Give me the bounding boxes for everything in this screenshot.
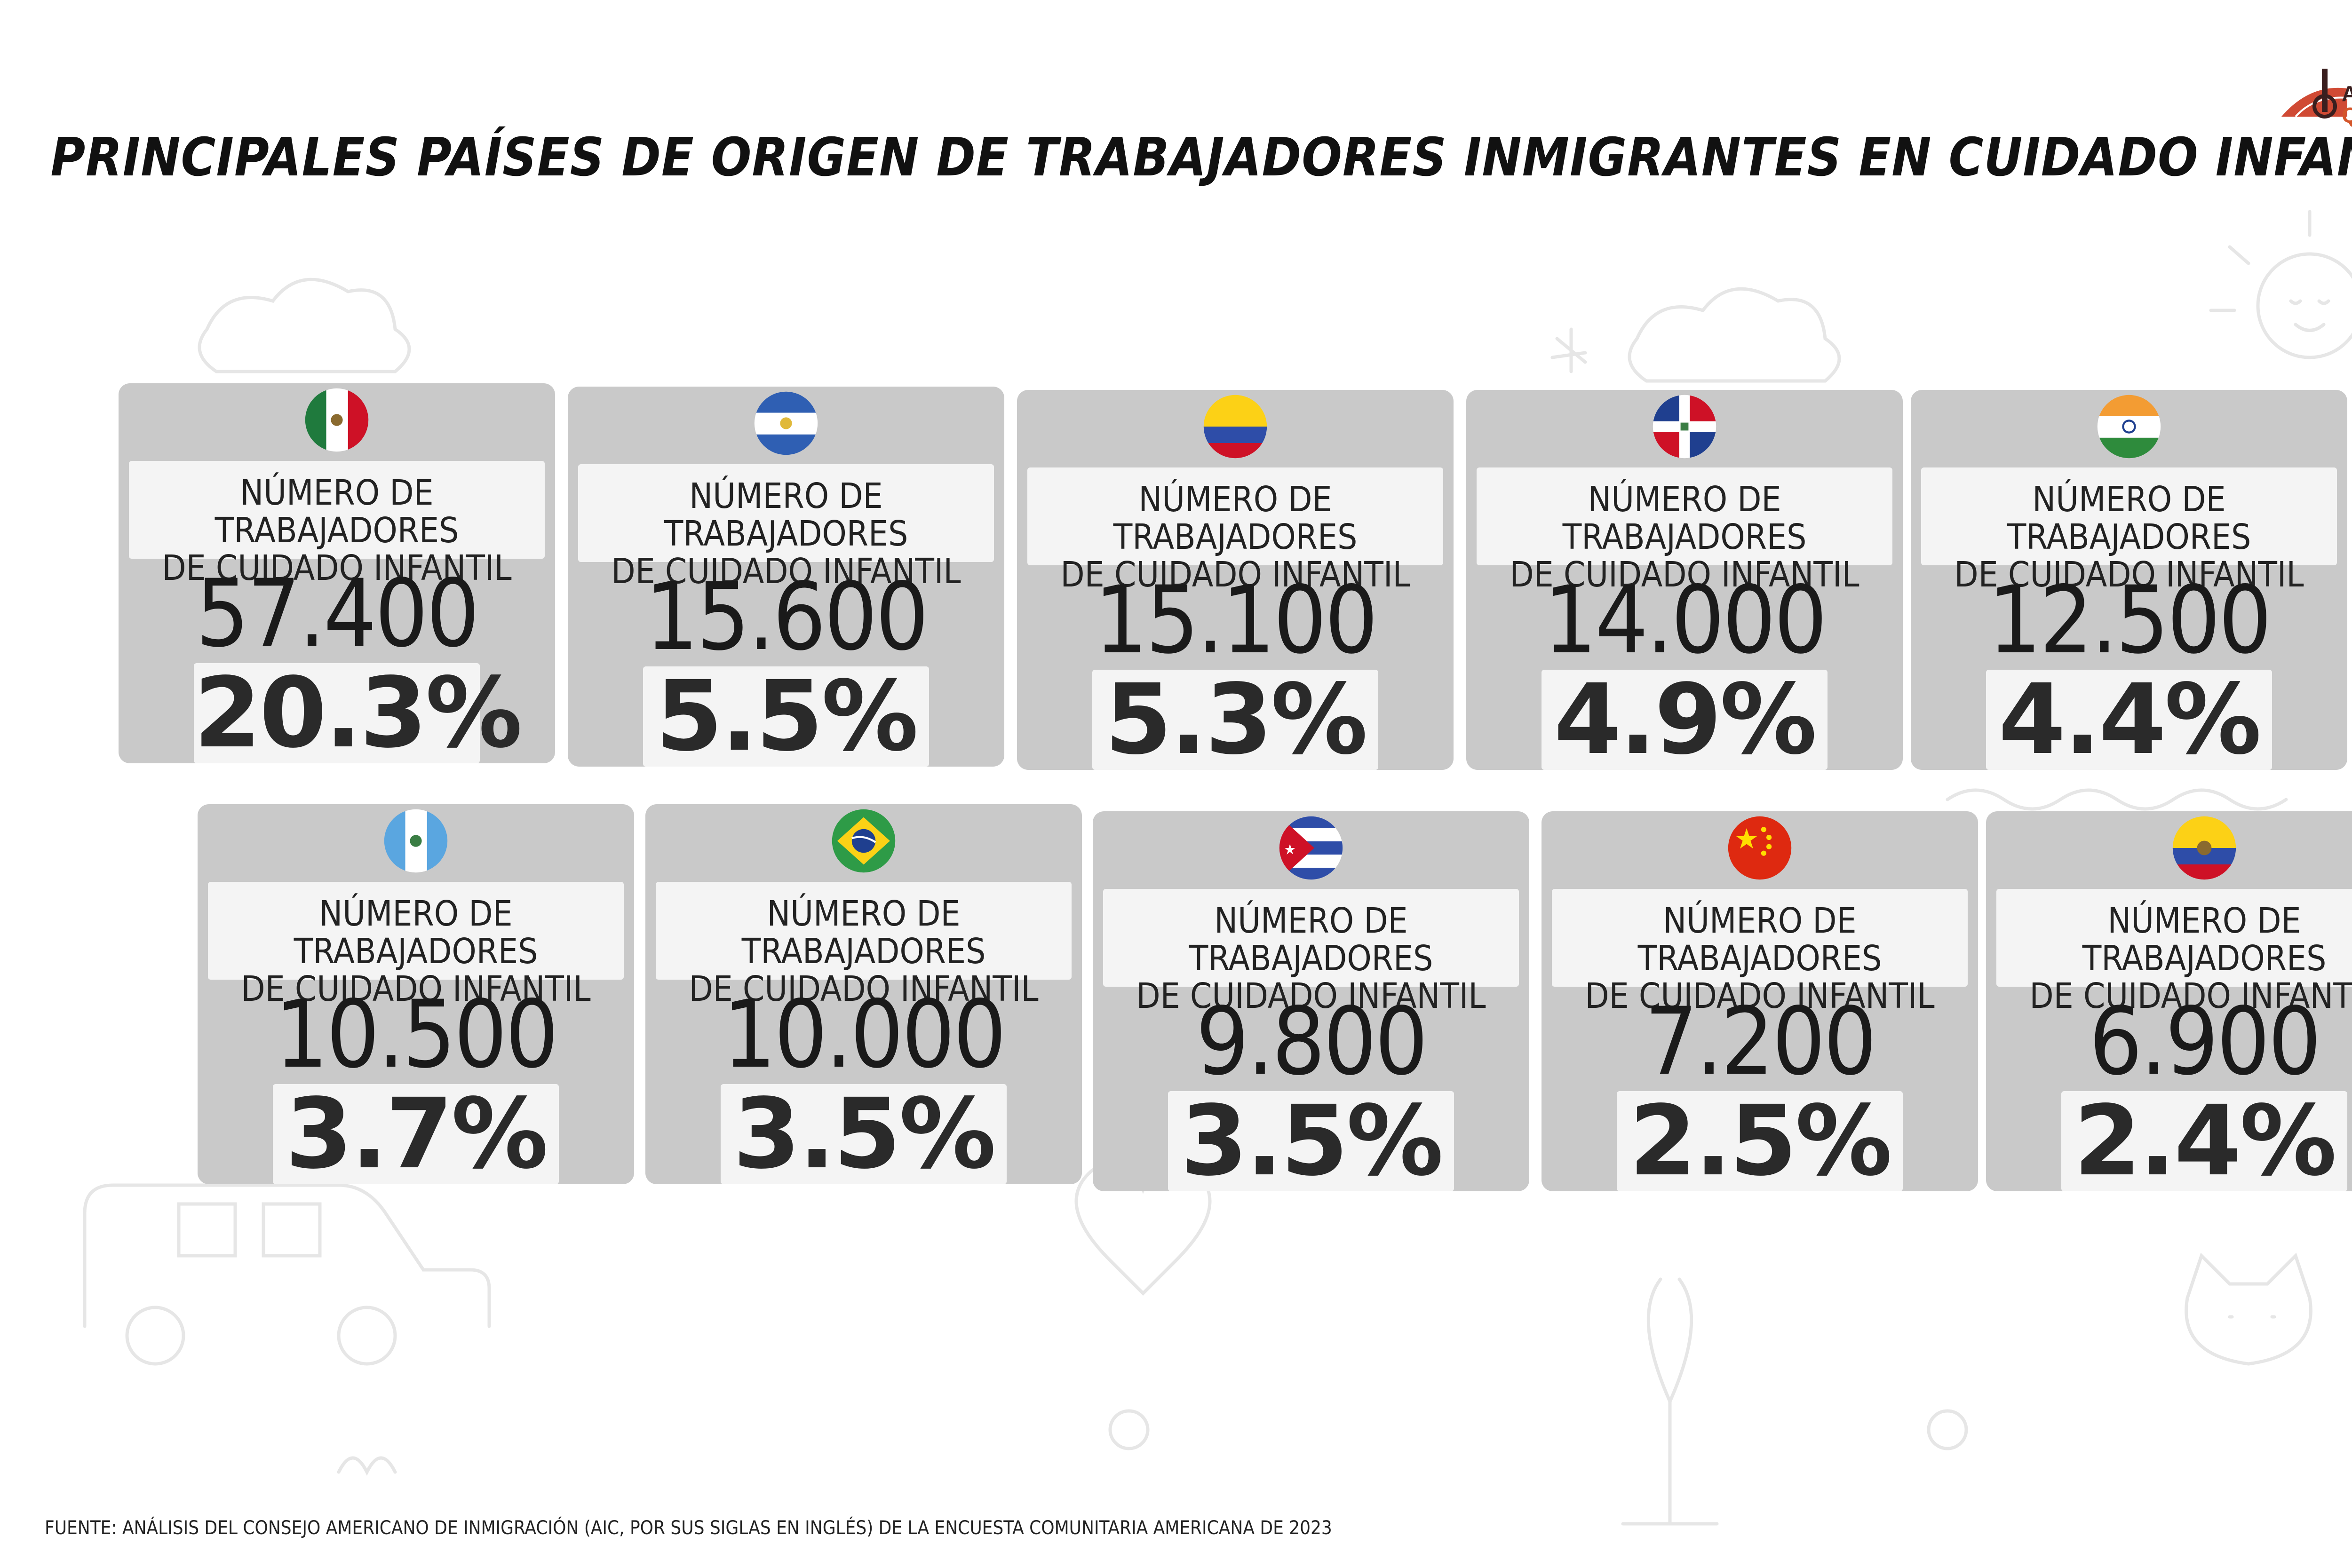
card-label: NÚMERO DE TRABAJADORES DE CUIDADO INFANTI…	[1027, 467, 1443, 594]
country-card: NÚMERO DE TRABAJADORES DE CUIDADO INFANTI…	[1986, 811, 2352, 1191]
worker-count: 10.000	[723, 980, 1006, 1089]
card-label: NÚMERO DE TRABAJADORES DE CUIDADO INFANTI…	[1996, 889, 2352, 1015]
china-flag-icon	[1728, 816, 1792, 880]
percentage: 3.5%	[1168, 1091, 1454, 1191]
worker-count: 57.400	[196, 559, 479, 668]
country-card: NÚMERO DE TRABAJADORES DE CUIDADO INFANTI…	[1542, 811, 1978, 1191]
logo-text-quiroga: QUIROGA.	[2342, 103, 2352, 127]
percentage: 5.3%	[1092, 670, 1378, 770]
worker-count: 9.800	[1196, 987, 1428, 1096]
card-label: NÚMERO DE TRABAJADORES DE CUIDADO INFANTI…	[1921, 467, 2337, 594]
country-card: NÚMERO DE TRABAJADORES DE CUIDADO INFANTI…	[1911, 390, 2347, 770]
country-card: NÚMERO DE TRABAJADORES DE CUIDADO INFANTI…	[645, 804, 1082, 1184]
worker-count: 15.100	[1094, 566, 1378, 674]
source-note: FUENTE: ANÁLISIS DEL CONSEJO AMERICANO D…	[45, 1517, 1332, 1539]
percentage: 3.7%	[273, 1084, 559, 1184]
dominican-republic-flag-icon	[1653, 395, 1716, 459]
country-card: NÚMERO DE TRABAJADORES DE CUIDADO INFANTI…	[119, 383, 555, 763]
india-flag-icon	[2097, 395, 2161, 459]
card-label: NÚMERO DE TRABAJADORES DE CUIDADO INFANTI…	[1552, 889, 1968, 1015]
ecuador-flag-icon	[2172, 816, 2236, 880]
percentage: 5.5%	[643, 666, 929, 767]
country-card: NÚMERO DE TRABAJADORES DE CUIDADO INFANTI…	[198, 804, 634, 1184]
mexico-flag-icon	[305, 388, 369, 452]
percentage: 4.9%	[1542, 670, 1828, 770]
card-label: NÚMERO DE TRABAJADORES DE CUIDADO INFANTI…	[578, 464, 994, 590]
cuba-flag-icon	[1279, 816, 1343, 880]
worker-count: 7.200	[1645, 987, 1877, 1096]
percentage: 20.3%	[194, 657, 523, 769]
percentage: 4.4%	[1986, 670, 2272, 770]
logo-emblem	[2281, 69, 2348, 119]
percentage: 2.4%	[2061, 1091, 2347, 1191]
colombia-flag-icon	[1203, 395, 1267, 459]
worker-count: 6.900	[2089, 987, 2321, 1096]
worker-count: 12.500	[1988, 566, 2272, 674]
page-title: PRINCIPALES PAÍSES DE ORIGEN DE TRABAJAD…	[50, 127, 2352, 188]
el-salvador-flag-icon	[754, 391, 818, 455]
card-label: NÚMERO DE TRABAJADORES DE CUIDADO INFANTI…	[129, 461, 545, 587]
country-card: NÚMERO DE TRABAJADORES DE CUIDADO INFANTI…	[1093, 811, 1529, 1191]
worker-count: 15.600	[645, 562, 929, 671]
card-label: NÚMERO DE TRABAJADORES DE CUIDADO INFANTI…	[208, 882, 624, 1008]
card-label: NÚMERO DE TRABAJADORES DE CUIDADO INFANTI…	[1103, 889, 1519, 1015]
country-card: NÚMERO DE TRABAJADORES DE CUIDADO INFANTI…	[1017, 390, 1454, 770]
card-label: NÚMERO DE TRABAJADORES DE CUIDADO INFANTI…	[656, 882, 1072, 1008]
card-label: NÚMERO DE TRABAJADORES DE CUIDADO INFANTI…	[1477, 467, 1892, 594]
country-card: NÚMERO DE TRABAJADORES DE CUIDADO INFANTI…	[568, 387, 1004, 767]
percentage: 3.5%	[721, 1084, 1007, 1184]
brazil-flag-icon	[832, 809, 896, 873]
guatemala-flag-icon	[384, 809, 448, 873]
worker-count: 14.000	[1543, 566, 1827, 674]
country-card: NÚMERO DE TRABAJADORES DE CUIDADO INFANTI…	[1466, 390, 1903, 770]
logo-text-abogado: ABOGADO	[2342, 81, 2352, 106]
percentage: 2.5%	[1617, 1091, 1903, 1191]
worker-count: 10.500	[275, 980, 558, 1089]
